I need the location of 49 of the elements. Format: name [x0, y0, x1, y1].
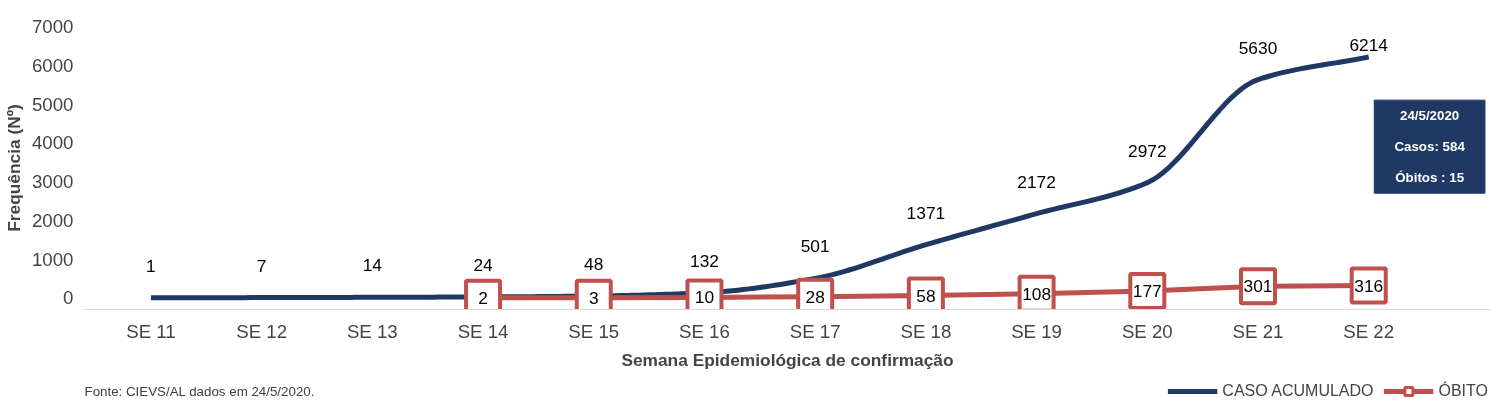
data-label: 2972	[1128, 140, 1167, 161]
x-tick-label: SE 21	[1232, 320, 1284, 342]
data-label: 2	[478, 287, 488, 308]
x-tick-label: SE 20	[1121, 320, 1173, 342]
data-label: 28	[805, 286, 825, 307]
y-tick-label: 6000	[32, 54, 74, 76]
legend-label: CASO ACUMULADO	[1222, 382, 1374, 400]
data-label: 1	[146, 255, 156, 276]
x-tick-label: SE 19	[1011, 320, 1063, 342]
data-label: 3	[588, 287, 599, 308]
y-tick-label: 7000	[32, 16, 74, 37]
data-label: 6214	[1349, 34, 1389, 55]
x-tick-label: SE 15	[568, 320, 620, 342]
x-tick-label: SE 11	[126, 320, 176, 342]
legend-label: ÓBITO	[1438, 382, 1488, 400]
data-label: 108	[1022, 283, 1052, 304]
x-tick-label: SE 18	[900, 320, 952, 342]
y-axis-title: Frequência (Nº)	[4, 104, 24, 232]
data-label: 48	[584, 254, 604, 275]
data-label: 316	[1354, 275, 1384, 296]
x-tick-label: SE 22	[1343, 320, 1395, 342]
x-tick-label: SE 16	[679, 320, 730, 342]
x-tick-label: SE 12	[236, 320, 288, 342]
annotation: 24/5/2020	[1399, 108, 1460, 124]
data-label: 24	[473, 254, 494, 275]
data-label: 5630	[1238, 37, 1278, 58]
y-tick-label: 2000	[32, 209, 74, 231]
data-label: 7	[256, 255, 267, 276]
data-label: 177	[1132, 281, 1162, 302]
x-tick-label: SE 14	[457, 320, 509, 342]
data-label: 2172	[1017, 171, 1056, 192]
y-tick-label: 3000	[32, 171, 74, 193]
annotation: Óbitos : 15	[1395, 170, 1465, 186]
data-label: 58	[916, 285, 936, 306]
x-axis-title: Semana Epidemiológica de confirmação	[621, 349, 954, 370]
y-tick-label: 5000	[32, 93, 74, 115]
annotation: Casos: 584	[1394, 139, 1466, 155]
x-tick-label: SE 13	[346, 320, 398, 342]
data-label: 501	[800, 236, 830, 257]
data-label: 10	[694, 287, 715, 308]
y-tick-label: 4000	[32, 132, 74, 154]
x-tick-label: SE 17	[789, 320, 841, 342]
data-label: 132	[690, 250, 719, 271]
data-label: 1371	[906, 202, 946, 223]
data-label: 301	[1243, 276, 1273, 297]
source-note: Fonte: CIEVS/AL dados em 24/5/2020.	[84, 384, 315, 399]
y-tick-label: 0	[63, 287, 74, 309]
data-label: 14	[362, 255, 383, 276]
y-tick-label: 1000	[32, 248, 74, 270]
